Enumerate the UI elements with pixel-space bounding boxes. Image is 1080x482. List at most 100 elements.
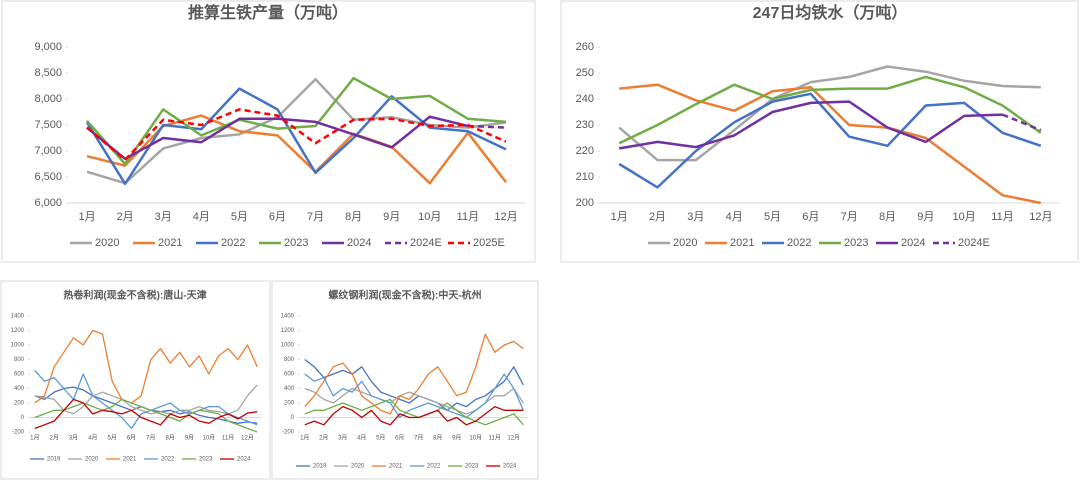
y-tick-label: 400 [14, 386, 25, 392]
x-tick-label: 2月 [49, 435, 58, 442]
y-tick-label: 1200 [281, 328, 295, 334]
legend-label: 2020 [85, 457, 99, 463]
y-tick-label: 7,500 [34, 119, 62, 131]
x-tick-label: 5月 [764, 211, 781, 223]
data-line [34, 329, 258, 404]
panel-frame [271, 280, 539, 480]
legend-label: 2021 [123, 457, 137, 463]
x-tick-label: 4月 [88, 435, 97, 442]
y-tick-label: 0 [21, 415, 25, 421]
legend-label: 2024 [237, 457, 251, 463]
data-line [619, 83, 1042, 205]
panel-frame [0, 280, 271, 480]
x-tick-label: 9月 [917, 211, 934, 223]
x-tick-label: 2月 [319, 435, 328, 442]
legend-label: 2021 [730, 237, 754, 249]
chart-title: 螺纹钢利润(现金不含税):中天-杭州 [328, 289, 481, 302]
x-tick-label: 1月 [78, 211, 95, 223]
x-tick-label: 7月 [841, 211, 858, 223]
data-line [86, 115, 469, 161]
x-tick-label: 10月 [418, 211, 441, 223]
x-tick-label: 9月 [383, 211, 400, 223]
legend-label: 2024E [410, 237, 442, 249]
x-tick-label: 2月 [117, 211, 134, 223]
y-tick-label: 200 [14, 401, 25, 407]
data-line [85, 87, 507, 186]
x-tick-label: 8月 [345, 211, 362, 223]
data-line [304, 333, 524, 415]
data-line [304, 358, 524, 411]
x-tick-label: 7月 [414, 435, 423, 442]
data-line [304, 405, 524, 426]
y-tick-label: 6,000 [34, 197, 62, 209]
x-tick-label: 3月 [155, 211, 172, 223]
y-tick-label: 1000 [11, 343, 25, 349]
x-tick-label: 5月 [376, 435, 385, 442]
y-tick-label: 200 [576, 197, 594, 209]
y-tick-label: 8,000 [34, 93, 62, 105]
data-line [304, 398, 524, 426]
x-tick-label: 8月 [879, 211, 896, 223]
x-tick-label: 8月 [165, 435, 174, 442]
data-line [34, 369, 258, 430]
x-tick-label: 6月 [395, 435, 404, 442]
legend-label: 2019 [47, 457, 61, 463]
legend-label: 2023 [465, 464, 479, 470]
legend-label: 2019 [313, 464, 327, 470]
x-tick-label: 11月 [457, 211, 479, 223]
data-line [618, 92, 1042, 189]
y-tick-label: 400 [284, 386, 295, 392]
x-tick-label: 4月 [726, 211, 743, 223]
y-tick-label: 260 [576, 41, 594, 53]
x-tick-label: 4月 [193, 211, 210, 223]
legend-label: 2024E [958, 237, 990, 249]
data-line [304, 373, 524, 419]
x-tick-label: 10月 [202, 435, 215, 442]
chart-title: 热卷利润(现金不含税):唐山-天津 [63, 289, 206, 302]
legend-label: 2020 [673, 237, 697, 249]
y-tick-label: 6,500 [34, 171, 62, 183]
y-tick-label: 220 [576, 145, 594, 157]
data-line [86, 108, 507, 162]
data-line [86, 77, 507, 185]
x-tick-label: 9月 [185, 435, 194, 442]
x-tick-label: 11月 [991, 211, 1013, 223]
x-tick-label: 3月 [69, 435, 78, 442]
x-tick-label: 9月 [452, 435, 461, 442]
x-tick-label: 12月 [241, 435, 254, 442]
x-tick-label: 1月 [300, 435, 309, 442]
x-tick-label: 4月 [357, 435, 366, 442]
legend-label: 2023 [199, 457, 213, 463]
x-tick-label: 5月 [107, 435, 116, 442]
panel-frame [1, 0, 536, 263]
legend-label: 2022 [161, 457, 175, 463]
y-tick-label: 1000 [281, 343, 295, 349]
legend-label: 2023 [844, 237, 868, 249]
panel-frame [560, 0, 1079, 263]
x-tick-label: 5月 [231, 211, 248, 223]
x-tick-label: 6月 [127, 435, 136, 442]
legend-label: 2022 [221, 237, 245, 249]
legend-label: 2020 [95, 237, 119, 249]
data-line [467, 124, 507, 129]
y-tick-label: -200 [282, 430, 295, 436]
y-tick-label: 0 [291, 415, 295, 421]
y-tick-label: 800 [284, 357, 295, 363]
data-line [1002, 113, 1042, 132]
x-tick-label: 2月 [649, 211, 666, 223]
x-tick-label: 6月 [802, 211, 819, 223]
legend-label: 2025E [473, 237, 505, 249]
x-tick-label: 8月 [433, 435, 442, 442]
x-tick-label: 7月 [307, 211, 324, 223]
data-line [618, 75, 1042, 145]
legend-label: 2020 [351, 464, 365, 470]
legend-label: 2024 [347, 237, 371, 249]
x-tick-label: 10月 [953, 211, 976, 223]
y-tick-label: 1200 [11, 328, 25, 334]
y-tick-label: 240 [576, 93, 594, 105]
x-tick-label: 12月 [494, 211, 517, 223]
chart-title: 247日均铁水（万吨） [753, 3, 908, 22]
data-line [34, 384, 258, 415]
y-tick-label: 8,500 [34, 67, 62, 79]
